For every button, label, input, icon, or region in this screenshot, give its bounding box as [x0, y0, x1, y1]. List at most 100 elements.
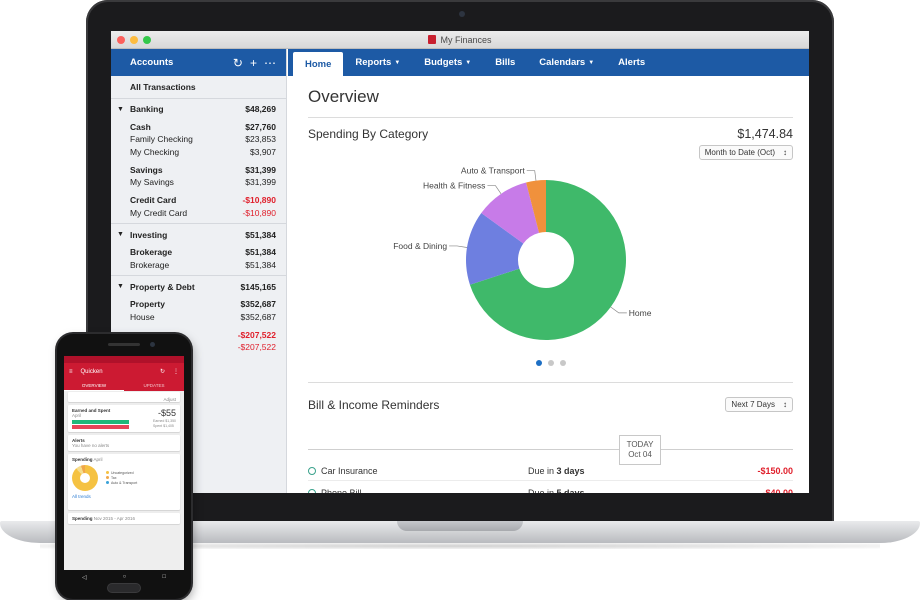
- account-amount: $3,907: [250, 147, 276, 158]
- laptop-camera: [459, 11, 465, 17]
- sidebar-item-family-checking[interactable]: Family Checking $23,853: [111, 133, 286, 146]
- sidebar-item-account[interactable]: -$207,522: [111, 341, 286, 354]
- zoom-window-button[interactable]: [143, 36, 151, 44]
- sidebar-item-house[interactable]: House $352,687: [111, 311, 286, 324]
- section-name: Brokerage: [130, 247, 173, 258]
- section-name: Savings: [130, 164, 163, 175]
- phone-speaker: [108, 343, 140, 346]
- minimize-window-button[interactable]: [130, 36, 138, 44]
- page-title: Overview: [308, 87, 379, 106]
- phone-card-alerts[interactable]: Alerts You have no alerts: [68, 435, 180, 451]
- all-trends-link[interactable]: All trends: [72, 494, 91, 499]
- accounts-header: Accounts ↻ + ⋯: [111, 49, 286, 76]
- phone-card-spending[interactable]: Spending April Uncategorized Tax Auto & …: [68, 454, 180, 510]
- caret-down-icon: ▼: [588, 59, 595, 66]
- leader-line: [449, 245, 468, 248]
- more-vert-icon[interactable]: ⋮: [173, 369, 179, 375]
- sidebar-section-savings[interactable]: Savings $31,399: [111, 163, 286, 176]
- bill-due: Due in 5 days: [528, 487, 585, 494]
- sidebar-item-brokerage[interactable]: Brokerage $51,384: [111, 259, 286, 272]
- tab-budgets[interactable]: Budgets ▼: [412, 49, 483, 76]
- phone-screen: ≡ Quicken ↻ ⋮ OVERVIEW UPDATES Adjust Ea…: [64, 356, 184, 570]
- section-total: $27,760: [245, 121, 276, 132]
- spending-chart: Home Food & Dining Health & Fitness Auto & …: [308, 160, 793, 360]
- group-total: $145,165: [240, 281, 276, 292]
- divider: [111, 223, 286, 225]
- bill-name: Car Insurance: [308, 466, 528, 476]
- spending-period-select[interactable]: Month to Date (Oct) ↕: [698, 145, 793, 160]
- sidebar-section-brokerage[interactable]: Brokerage $51,384: [111, 246, 286, 259]
- tab-updates[interactable]: UPDATES: [143, 383, 165, 388]
- earned-bar: [72, 420, 129, 424]
- sidebar-section-cash[interactable]: Cash $27,760: [111, 120, 286, 133]
- bills-period-select[interactable]: Next 7 Days ↕: [725, 397, 793, 412]
- slice-food-dining[interactable]: [466, 212, 524, 285]
- slice-home[interactable]: [469, 180, 626, 340]
- bill-name-text: Phone Bill: [321, 487, 362, 494]
- caret-down-icon[interactable]: ▼: [117, 231, 124, 239]
- sidebar-item-my-checking[interactable]: My Checking $3,907: [111, 146, 286, 159]
- refresh-icon[interactable]: ↻: [232, 55, 243, 70]
- home-icon[interactable]: ○: [122, 574, 127, 580]
- slice-label-food-dining: Food & Dining: [393, 241, 447, 251]
- phone-camera: [150, 342, 155, 347]
- caret-down-icon: ▼: [394, 59, 401, 66]
- sidebar-item-all-transactions[interactable]: All Transactions: [130, 82, 196, 93]
- sidebar-group-banking[interactable]: ▼ Banking $48,269: [111, 103, 286, 116]
- account-name: My Checking: [130, 147, 180, 158]
- sidebar-section-property[interactable]: Property $352,687: [111, 298, 286, 311]
- spending-title: Spending By Category: [308, 127, 429, 141]
- close-window-button[interactable]: [117, 36, 125, 44]
- menu-icon[interactable]: ≡: [69, 368, 73, 375]
- plus-icon[interactable]: +: [249, 55, 257, 70]
- spending-total: $1,474.84: [737, 127, 793, 141]
- phone-tabs: OVERVIEW UPDATES: [64, 380, 184, 391]
- tab-alerts[interactable]: Alerts: [606, 49, 657, 76]
- carousel-dot[interactable]: [547, 360, 554, 366]
- laptop-base: [0, 521, 920, 543]
- slice-health-fitness[interactable]: [481, 182, 540, 244]
- recents-icon[interactable]: □: [162, 574, 166, 580]
- section-total: $31,399: [245, 164, 276, 175]
- account-amount: $23,853: [245, 134, 276, 145]
- tab-bills[interactable]: Bills: [483, 49, 527, 76]
- phone-app-title: Quicken: [80, 368, 103, 375]
- account-name: My Credit Card: [130, 207, 188, 218]
- section-name: Cash: [130, 121, 151, 132]
- tab-calendars[interactable]: Calendars ▼: [527, 49, 606, 76]
- sidebar-group-property-debt[interactable]: ▼ Property & Debt $145,165: [111, 280, 286, 293]
- today-marker: TODAY Oct 04: [619, 435, 661, 465]
- caret-down-icon[interactable]: ▼: [117, 283, 124, 291]
- back-icon[interactable]: ◁: [82, 574, 87, 581]
- tab-overview[interactable]: OVERVIEW: [64, 380, 124, 391]
- sidebar-section-credit-card[interactable]: Credit Card -$10,890: [111, 194, 286, 207]
- main-panel: Home Reports ▼ Budgets ▼ Bills Calendars ▼ Alert…: [288, 49, 809, 493]
- group-total: $48,269: [245, 104, 276, 115]
- bill-amount: -$150.00: [757, 465, 793, 476]
- section-total: -$10,890: [242, 195, 276, 206]
- clock-icon: [308, 466, 316, 475]
- phone-home-button[interactable]: [107, 583, 141, 593]
- carousel-dot[interactable]: [535, 360, 542, 366]
- group-name: Property & Debt: [130, 281, 195, 292]
- sidebar-group-investing[interactable]: ▼ Investing $51,384: [111, 228, 286, 241]
- divider: [111, 275, 286, 277]
- tab-reports[interactable]: Reports ▼: [343, 49, 412, 76]
- sidebar-item-my-credit-card[interactable]: My Credit Card -$10,890: [111, 207, 286, 220]
- tab-home[interactable]: Home: [293, 52, 344, 76]
- divider: [308, 117, 793, 118]
- slice-auto-transport[interactable]: [526, 180, 546, 233]
- carousel-dot[interactable]: [559, 360, 566, 366]
- divider: [308, 382, 793, 383]
- more-icon[interactable]: ⋯: [264, 55, 276, 70]
- phone-spending-donut: [72, 465, 98, 491]
- sidebar-item-my-savings[interactable]: My Savings $31,399: [111, 176, 286, 189]
- refresh-icon[interactable]: ↻: [159, 369, 165, 375]
- adjust-link[interactable]: Adjust: [163, 397, 176, 402]
- bill-row[interactable]: Phone Bill Due in 5 days -$40.00: [308, 483, 793, 493]
- bill-name-text: Car Insurance: [321, 465, 378, 476]
- slice-label-health-fitness: Health & Fitness: [423, 181, 485, 191]
- bill-row[interactable]: Car Insurance Due in 3 days -$150.00: [308, 461, 793, 481]
- caret-down-icon[interactable]: ▼: [117, 105, 124, 113]
- phone-card-earned[interactable]: Earned and Spent April -$55 Earned $1,35…: [68, 405, 180, 432]
